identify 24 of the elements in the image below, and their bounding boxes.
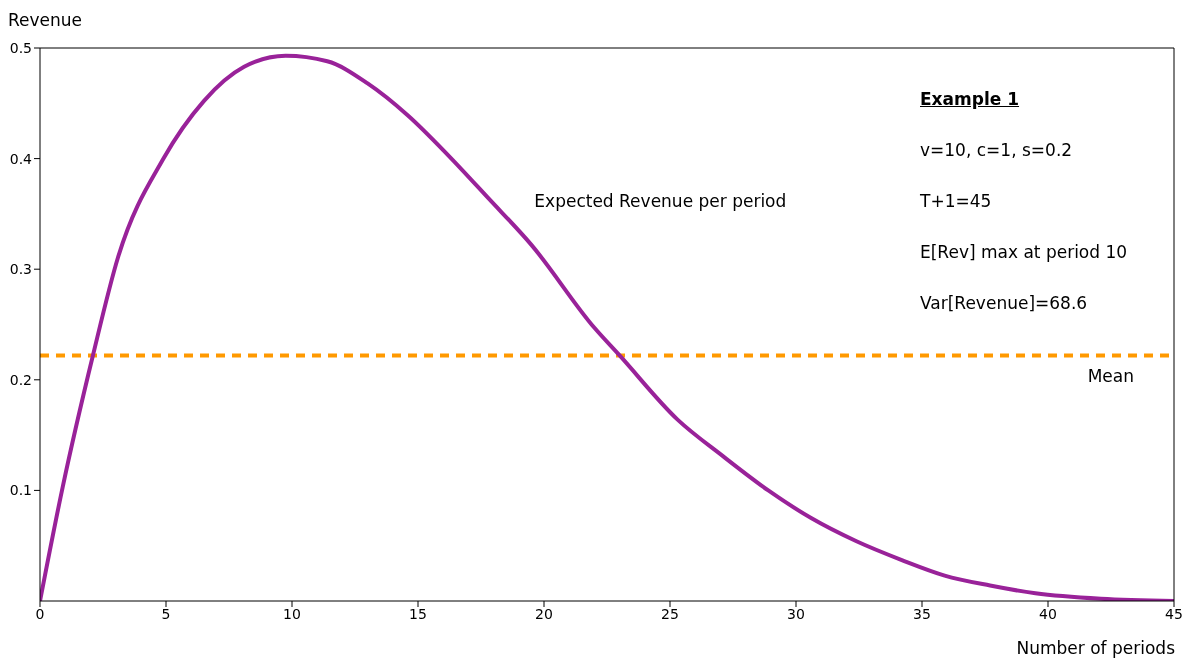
series-label: Expected Revenue per period	[534, 191, 787, 212]
y-tick-label: 0.1	[9, 482, 32, 499]
x-tick-label: 20	[535, 605, 553, 622]
x-tick-label: 40	[1039, 605, 1057, 622]
y-tick-label: 0.2	[9, 371, 32, 388]
y-tick-label: 0.4	[9, 150, 33, 167]
annotation: T+1=45	[920, 190, 993, 213]
x-tick-label: 25	[661, 605, 679, 622]
annotation: Var[Revenue]=68.6	[920, 292, 1089, 315]
x-axis-title: Number of periods	[1016, 638, 1175, 658]
y-tick-label: 0.3	[9, 261, 32, 278]
x-tick-label: 35	[913, 605, 931, 622]
x-tick-label: 45	[1165, 605, 1183, 622]
annotation: Example 1	[920, 88, 1021, 111]
x-tick-label: 5	[161, 605, 171, 622]
ref-line-label: Mean	[1087, 365, 1134, 386]
annotation: E[Rev] max at period 10	[920, 241, 1128, 264]
x-tick-label: 15	[409, 605, 427, 622]
y-axis-title: Revenue	[8, 10, 83, 30]
x-tick-label: 30	[787, 605, 805, 622]
x-tick-label: 0	[35, 605, 45, 622]
y-tick-label: 0.5	[9, 39, 32, 56]
annotation: v=10, c=1, s=0.2	[920, 139, 1074, 162]
x-tick-label: 10	[283, 605, 301, 622]
